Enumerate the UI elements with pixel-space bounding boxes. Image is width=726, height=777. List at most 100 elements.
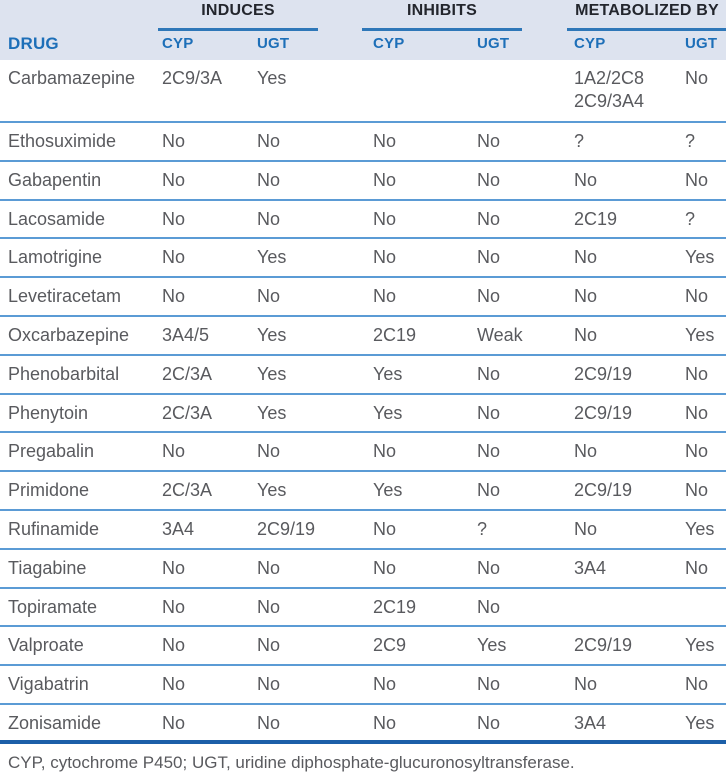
- value-cell: No: [162, 247, 186, 268]
- value-cell: Yes: [257, 363, 287, 384]
- value-cell: No: [257, 635, 281, 656]
- value-cell: No: [257, 208, 281, 229]
- value-cell: 2C19: [373, 324, 417, 345]
- value-cell: No: [162, 441, 186, 462]
- drug-name: Vigabatrin: [8, 674, 89, 695]
- drug-name: Carbamazepine: [8, 68, 136, 88]
- value-cell: 2C9/19: [574, 402, 633, 423]
- drug-name: Zonisamide: [8, 712, 102, 733]
- value-cell: 2C9/19: [257, 518, 316, 539]
- value-cell: Yes: [685, 635, 715, 656]
- value-cell: No: [373, 518, 397, 539]
- column-group-induces: INDUCES: [201, 2, 275, 19]
- value-cell: Yes: [257, 402, 287, 423]
- value-cell: No: [162, 674, 186, 695]
- value-cell: No: [162, 286, 186, 307]
- value-cell: No: [685, 480, 709, 501]
- value-cell: Yes: [685, 518, 715, 539]
- value-cell: No: [477, 441, 501, 462]
- value-cell: ?: [685, 208, 696, 229]
- drug-name: Lacosamide: [8, 208, 106, 229]
- value-cell: [685, 589, 726, 626]
- value-cell: No: [477, 286, 501, 307]
- table-row: Phenobarbital 2C/3A Yes Yes No 2C9/19 No: [0, 356, 726, 395]
- table-row: Pregabalin No No No No No No: [0, 433, 726, 473]
- value-cell: No: [373, 286, 397, 307]
- value-cell: No: [685, 402, 709, 423]
- value-cell: No: [477, 208, 501, 229]
- drug-name: Oxcarbazepine: [8, 324, 130, 345]
- column-header-induces-ugt: UGT: [257, 35, 290, 52]
- table-row: Valproate No No 2C9 Yes 2C9/19 Yes: [0, 627, 726, 667]
- value-cell: No: [685, 169, 709, 190]
- drug-name: Phenytoin: [8, 402, 89, 423]
- value-cell: No: [373, 247, 397, 268]
- table-row: Ethosuximide No No No No??: [0, 123, 726, 162]
- value-cell: 3A4/5: [162, 324, 210, 345]
- value-cell: Yes: [257, 247, 287, 268]
- value-cell: 2C19: [574, 208, 618, 229]
- value-cell: Yes: [373, 363, 403, 384]
- value-cell: No: [685, 557, 709, 578]
- value-cell: 2C19: [373, 596, 417, 617]
- footnote: CYP, cytochrome P450; UGT, uridine dipho…: [8, 752, 575, 772]
- value-cell: No: [477, 712, 501, 733]
- value-cell: Yes: [257, 324, 287, 345]
- drug-name: Valproate: [8, 635, 84, 656]
- value-cell: Yes: [373, 480, 403, 501]
- value-cell: ?: [685, 131, 696, 151]
- value-cell: No: [257, 169, 281, 190]
- metabolized-by-underline: [567, 28, 726, 31]
- column-header-metabolized-ugt: UGT: [685, 35, 718, 52]
- value-cell: No: [162, 596, 186, 617]
- value-cell: 2C/3A: [162, 402, 213, 423]
- value-cell: No: [477, 169, 501, 190]
- column-header-metabolized-cyp: CYP: [574, 35, 606, 52]
- column-header-inhibits-cyp: CYP: [373, 35, 405, 52]
- value-cell: No: [373, 131, 397, 151]
- value-cell: Weak: [477, 324, 523, 345]
- value-cell: No: [477, 247, 501, 268]
- value-cell: [574, 589, 685, 626]
- value-cell: No: [574, 247, 598, 268]
- value-cell: No: [685, 286, 709, 307]
- table-row: Gabapentin No No No No No No: [0, 162, 726, 201]
- value-cell: 3A4: [574, 557, 607, 578]
- table-row: Levetiracetam No No No No No No: [0, 278, 726, 317]
- table-row: Phenytoin 2C/3A Yes Yes No 2C9/19 No: [0, 395, 726, 434]
- value-cell: No: [373, 169, 397, 190]
- value-cell: 3A4: [574, 712, 607, 733]
- value-cell: No: [477, 596, 501, 617]
- table-header: INDUCES INHIBITS METABOLIZED BY DRUG CYP…: [0, 0, 726, 60]
- value-cell: Yes: [257, 68, 287, 88]
- value-cell: No: [162, 169, 186, 190]
- value-cell: Yes: [373, 402, 403, 423]
- value-cell: Yes: [685, 324, 715, 345]
- value-cell: No: [257, 596, 281, 617]
- value-cell: No: [477, 674, 501, 695]
- value-cell: No: [685, 441, 709, 462]
- column-header-inhibits-ugt: UGT: [477, 35, 510, 52]
- value-cell: 3A4: [162, 518, 195, 539]
- column-headers-row: DRUG CYP UGT CYP UGT CYP UGT: [0, 25, 726, 55]
- drug-name: Pregabalin: [8, 441, 95, 462]
- value-cell: No: [162, 131, 186, 151]
- value-cell: 2C/3A: [162, 480, 213, 501]
- value-cell: No: [574, 441, 598, 462]
- table-row: Vigabatrin No No No No No No: [0, 666, 726, 705]
- value-cell: ?: [574, 131, 585, 151]
- drug-name: Rufinamide: [8, 518, 100, 539]
- table-body: Carbamazepine 2C9/3A Yes 1A2/2C8 2C9/3A4 No E…: [0, 60, 726, 744]
- value-cell: No: [257, 131, 281, 151]
- value-cell: ?: [477, 518, 488, 539]
- value-cell: No: [685, 363, 709, 384]
- column-group-inhibits: INHIBITS: [406, 2, 478, 19]
- value-cell: Yes: [685, 712, 715, 733]
- value-cell: No: [574, 324, 598, 345]
- value-cell: No: [257, 674, 281, 695]
- value-cell: No: [685, 68, 709, 88]
- drug-name: Gabapentin: [8, 169, 102, 190]
- value-cell: No: [477, 402, 501, 423]
- value-cell: No: [685, 674, 709, 695]
- value-cell: Yes: [685, 247, 715, 268]
